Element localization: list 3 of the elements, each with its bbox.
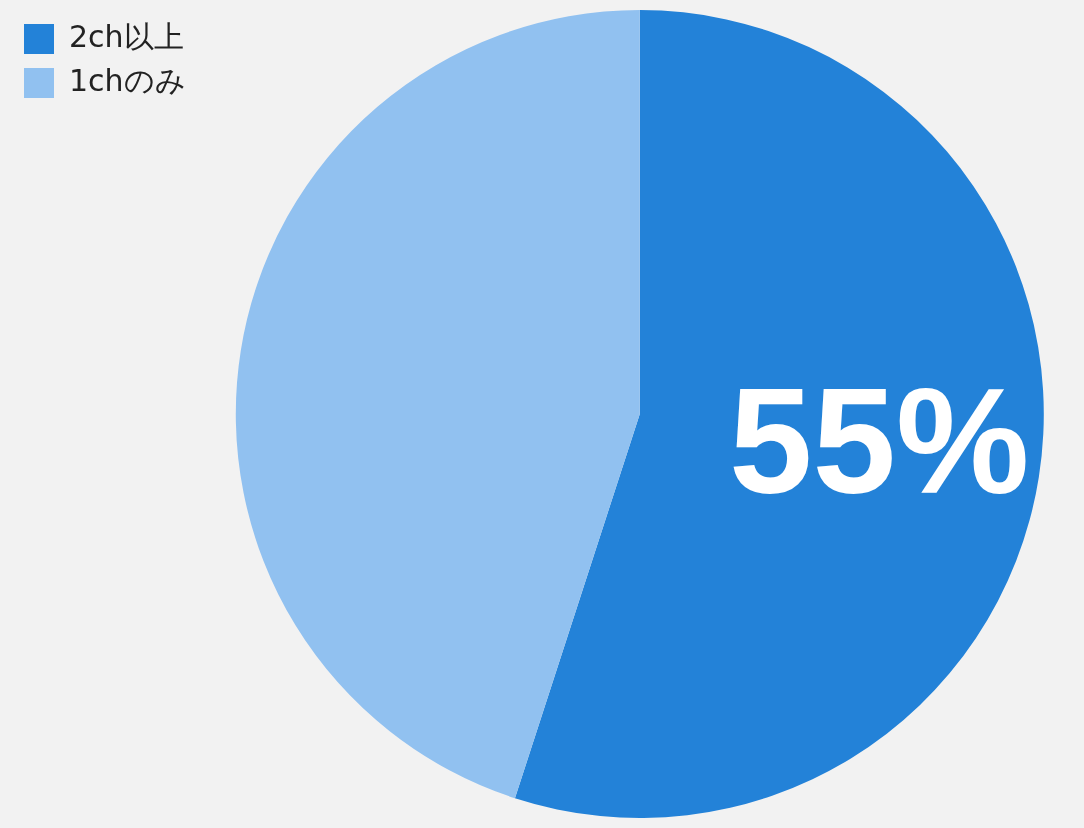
legend-label: 1chのみ xyxy=(69,62,186,98)
data-label: 55% xyxy=(729,357,1030,526)
legend-label: 2ch以上 xyxy=(69,18,184,54)
